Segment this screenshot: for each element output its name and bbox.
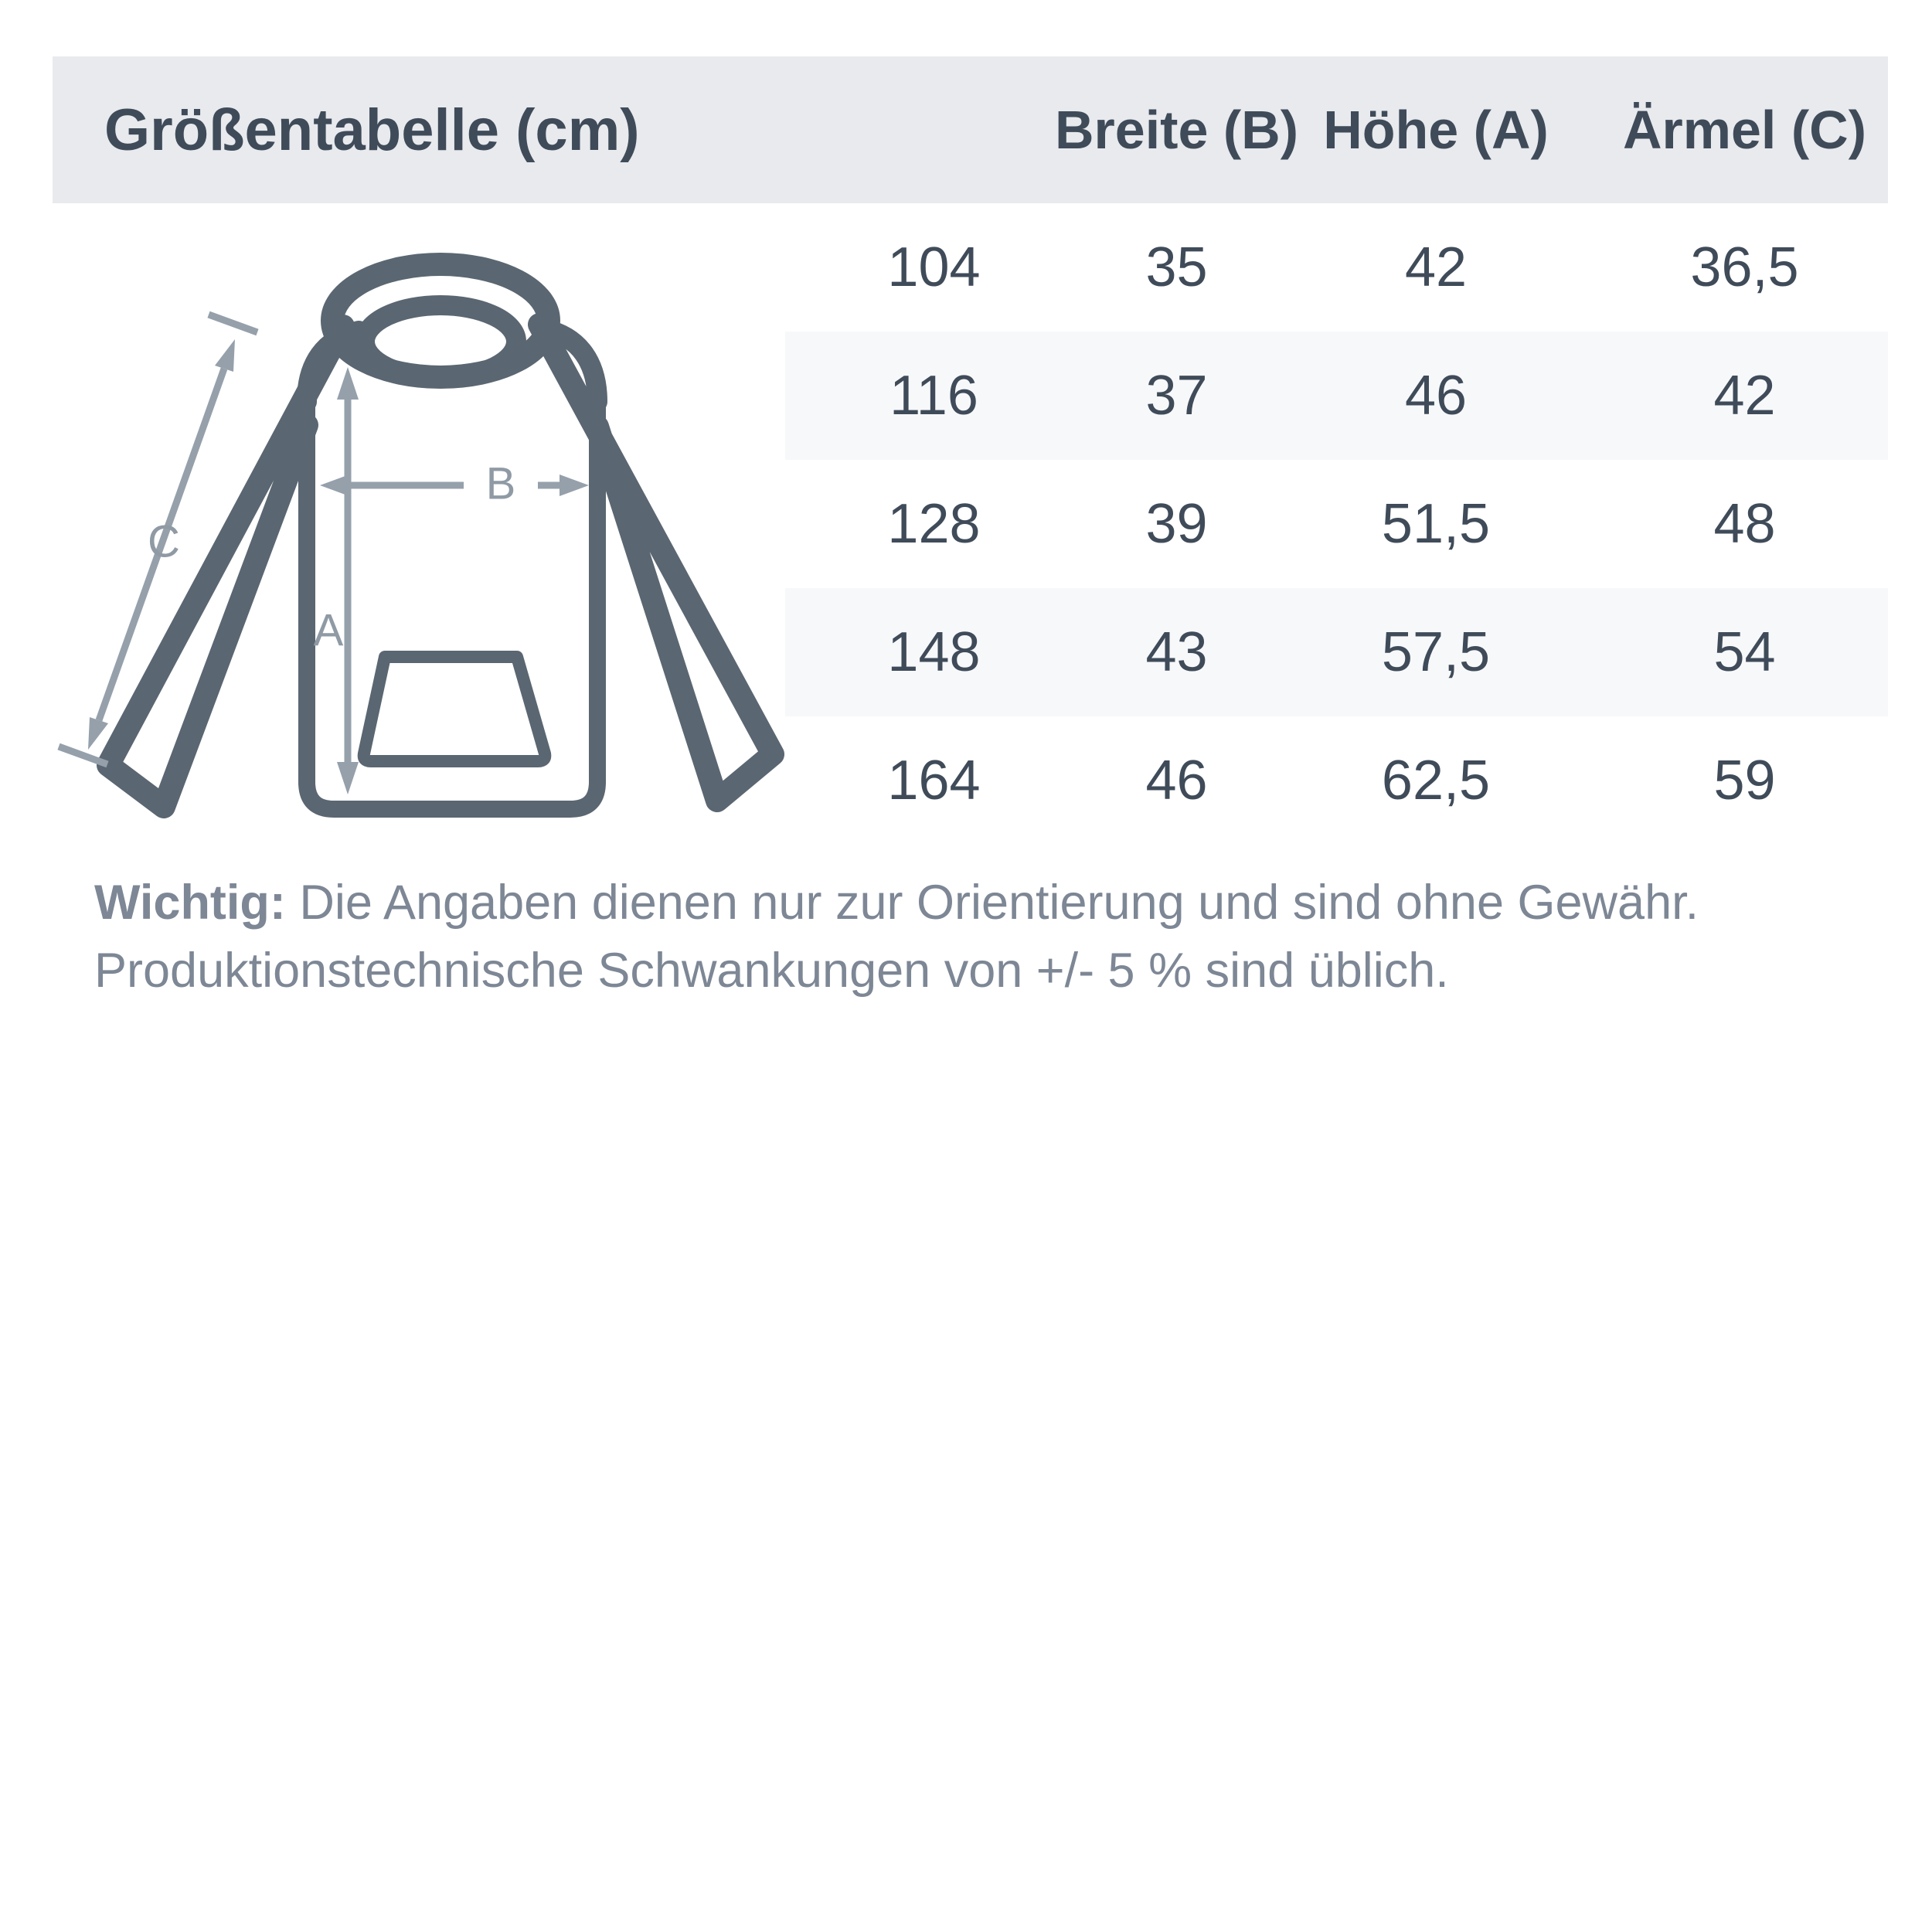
cell-hoehe: 46 — [1404, 365, 1468, 427]
cell-aermel: 36,5 — [1690, 236, 1799, 298]
cell-breite: 39 — [1145, 493, 1208, 555]
cell-breite: 35 — [1145, 236, 1208, 298]
cell-aermel: 59 — [1713, 750, 1776, 811]
cell-size: 164 — [887, 750, 981, 811]
table-row-116: 116 37 46 42 — [785, 332, 1888, 460]
table-row-164: 164 46 62,5 59 — [785, 716, 1888, 845]
cell-hoehe: 57,5 — [1381, 621, 1491, 683]
cell-aermel: 54 — [1713, 621, 1776, 683]
dimension-arrow-c — [57, 311, 259, 768]
cell-size: 116 — [889, 365, 978, 427]
footer-note-bold: Wichtig: — [94, 876, 286, 930]
cell-breite: 46 — [1145, 750, 1208, 811]
page-title: Größentabelle (cm) — [104, 97, 640, 163]
table-header-band: Größentabelle (cm) Breite (B) Höhe (A) Ä… — [53, 56, 1888, 203]
header-breite: Breite (B) — [1054, 100, 1299, 160]
hoodie-outline-icon — [97, 253, 784, 818]
cell-size: 148 — [887, 621, 981, 683]
cell-breite: 37 — [1145, 365, 1208, 427]
dimension-label-b: B — [486, 458, 516, 509]
size-table-body: 104 35 42 36,5 116 37 46 42 128 39 51,5 … — [785, 203, 1888, 845]
hoodie-measurement-diagram: A B C — [57, 253, 784, 818]
cell-aermel: 42 — [1713, 365, 1776, 427]
table-row-148: 148 43 57,5 54 — [785, 588, 1888, 716]
dimension-arrow-a — [337, 367, 359, 794]
header-aermel: Ärmel (C) — [1622, 100, 1867, 160]
footer-note-line2: Produktionstechnische Schwankungen von +… — [94, 944, 1449, 998]
cell-hoehe: 51,5 — [1381, 493, 1491, 555]
cell-breite: 43 — [1145, 621, 1208, 683]
header-hoehe: Höhe (A) — [1323, 100, 1549, 160]
cell-hoehe: 42 — [1404, 236, 1468, 298]
footer-note: Wichtig: Die Angaben dienen nur zur Orie… — [94, 869, 1895, 1005]
dimension-label-c: C — [148, 516, 180, 566]
cell-size: 104 — [887, 236, 981, 298]
table-row-104: 104 35 42 36,5 — [785, 203, 1888, 332]
cell-aermel: 48 — [1713, 493, 1776, 555]
pocket-outline — [357, 651, 552, 767]
table-row-128: 128 39 51,5 48 — [785, 460, 1888, 588]
footer-note-line1: Die Angaben dienen nur zur Orientierung … — [285, 876, 1699, 930]
cell-hoehe: 62,5 — [1381, 750, 1491, 811]
dimension-arrow-b — [320, 474, 589, 496]
cell-size: 128 — [887, 493, 981, 555]
dimension-label-a: A — [314, 605, 344, 655]
